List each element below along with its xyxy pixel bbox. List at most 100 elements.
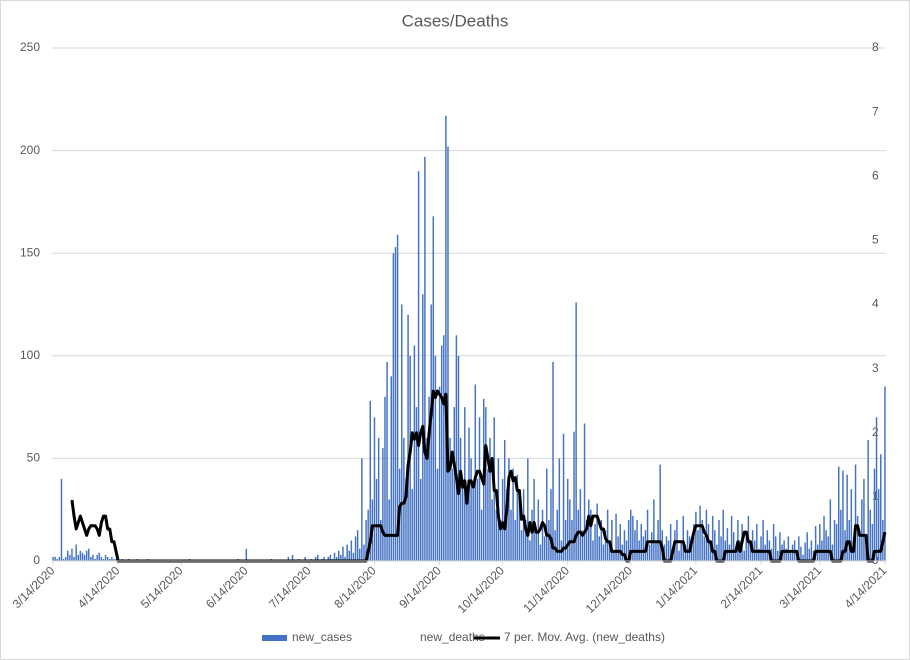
- bar: [60, 478, 63, 561]
- y2-tick-label: 4: [872, 297, 879, 311]
- bar: [646, 509, 649, 561]
- bar: [837, 466, 840, 561]
- bar: [113, 558, 115, 561]
- bar: [245, 548, 248, 561]
- bar: [333, 552, 336, 561]
- bar: [606, 509, 609, 561]
- bar: [695, 511, 697, 561]
- bar: [111, 556, 113, 561]
- bar: [453, 407, 456, 561]
- bar: [428, 396, 430, 561]
- bar: [529, 540, 531, 561]
- bar: [745, 536, 748, 561]
- bar: [579, 489, 582, 561]
- bar: [90, 556, 92, 561]
- bar: [327, 556, 329, 561]
- bar: [512, 468, 514, 561]
- bar: [436, 468, 439, 561]
- bar: [434, 355, 437, 561]
- bar: [401, 304, 403, 561]
- bar: [871, 524, 874, 561]
- bar: [550, 489, 552, 561]
- bar: [411, 489, 414, 561]
- bar: [85, 550, 88, 561]
- bar: [730, 515, 733, 561]
- bar: [758, 548, 760, 561]
- bar: [335, 556, 338, 561]
- bar: [470, 458, 472, 561]
- bar: [756, 524, 758, 561]
- bar: [825, 530, 827, 561]
- bar: [317, 554, 319, 561]
- bar: [573, 431, 575, 561]
- bar: [722, 509, 724, 561]
- bar: [480, 509, 483, 561]
- bar: [489, 437, 491, 561]
- bar: [545, 468, 548, 561]
- bar: [432, 216, 435, 562]
- bar: [506, 489, 508, 561]
- bar: [386, 361, 388, 561]
- bar: [802, 554, 804, 561]
- bar: [104, 554, 107, 561]
- bar: [405, 478, 407, 561]
- y2-tick-label: 1: [872, 489, 879, 503]
- bar: [787, 536, 790, 561]
- chart-title: Cases/Deaths: [402, 11, 509, 30]
- bar: [58, 556, 61, 561]
- y2-tick-label: 2: [872, 425, 879, 439]
- bar: [71, 548, 73, 561]
- bar: [619, 524, 621, 561]
- bar: [344, 556, 346, 561]
- bar: [375, 478, 378, 561]
- bar: [554, 530, 556, 561]
- bar: [590, 509, 592, 561]
- bar: [487, 468, 489, 561]
- bar: [720, 536, 722, 561]
- bar: [83, 554, 86, 561]
- bar: [693, 524, 695, 561]
- bar: [600, 519, 603, 561]
- bar: [388, 499, 390, 561]
- bar: [426, 437, 428, 561]
- bar: [648, 544, 651, 561]
- bar: [699, 505, 701, 561]
- bar: [669, 524, 672, 561]
- bar: [373, 417, 376, 561]
- bar: [106, 556, 109, 561]
- bar: [772, 524, 775, 561]
- bar: [535, 530, 537, 561]
- bar: [804, 542, 806, 561]
- bar: [449, 437, 451, 561]
- bar: [585, 519, 588, 561]
- bar: [859, 530, 861, 561]
- bar: [714, 530, 716, 561]
- bar: [823, 515, 825, 561]
- bar: [718, 519, 720, 561]
- bar: [363, 544, 365, 561]
- bar: [611, 519, 613, 561]
- bar: [287, 556, 290, 561]
- bar: [430, 304, 432, 561]
- bar: [678, 550, 680, 561]
- bar: [810, 540, 813, 561]
- bar: [350, 540, 353, 561]
- bar: [701, 519, 703, 561]
- bar: [524, 519, 527, 561]
- bar: [875, 417, 878, 561]
- y2-tick-label: 3: [872, 361, 879, 375]
- bar: [552, 361, 554, 561]
- bar: [518, 499, 521, 561]
- bar: [527, 458, 529, 561]
- bar: [314, 556, 317, 561]
- bar: [478, 417, 481, 561]
- bar: [766, 530, 769, 561]
- bar: [396, 234, 399, 561]
- y2-tick-label: 6: [872, 168, 879, 182]
- bar: [604, 530, 607, 561]
- bar: [831, 544, 834, 561]
- bar: [75, 544, 77, 561]
- bar: [474, 384, 477, 561]
- bar: [541, 509, 544, 561]
- bar: [854, 464, 857, 561]
